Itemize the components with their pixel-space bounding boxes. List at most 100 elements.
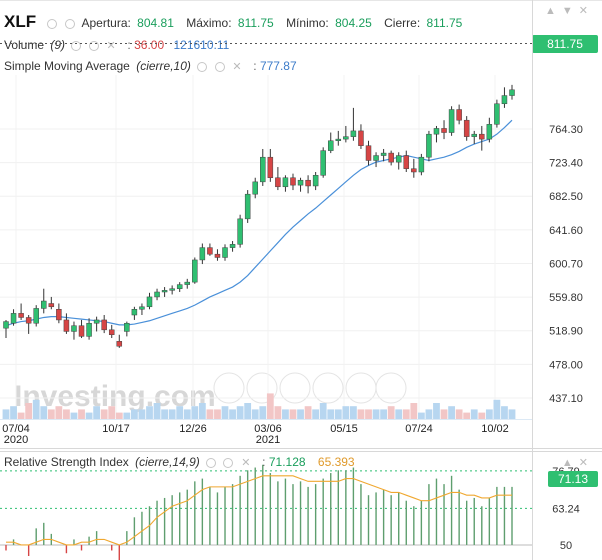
candle-body	[471, 133, 477, 137]
chevron-up-icon[interactable]: ▲	[561, 457, 579, 469]
time-tick-label: 07/24	[405, 423, 433, 435]
open-label: Apertura:	[81, 16, 131, 30]
volume-bar	[206, 409, 214, 419]
rsi-value-green: 71.128	[268, 455, 306, 469]
time-tick-label: 10/02	[481, 423, 509, 435]
volume-bar	[259, 406, 267, 419]
volume-bars	[0, 393, 532, 420]
time-tick-label: 03/06	[254, 423, 282, 435]
candle-body	[131, 309, 138, 316]
volume-bar	[2, 409, 10, 419]
volume-bar	[365, 409, 372, 419]
gear-icon[interactable]	[88, 40, 99, 51]
close-icon[interactable]: ✕	[578, 5, 594, 17]
volume-bar	[470, 409, 478, 419]
gear-icon[interactable]	[64, 18, 75, 29]
gear-icon[interactable]	[214, 61, 225, 72]
candle-body	[418, 156, 425, 173]
volume-bar	[93, 406, 101, 419]
time-tick-year: 2020	[4, 434, 28, 446]
volume-bar	[327, 409, 335, 419]
volume-bar	[478, 412, 486, 419]
close-label: Cierre:	[384, 16, 421, 30]
candle-body	[184, 281, 191, 285]
volume-bar	[123, 412, 131, 419]
candle-body	[509, 89, 515, 96]
volume-bar	[17, 412, 25, 419]
candle-body	[275, 177, 281, 188]
candle-body	[448, 109, 455, 133]
candle-body	[56, 309, 62, 321]
price-tick-label: 559.80	[549, 292, 583, 304]
candle-body	[154, 291, 160, 298]
volume-bar	[372, 409, 380, 419]
time-tick-label: 10/17	[102, 423, 130, 435]
volume-bar	[357, 409, 365, 419]
price-tick-label: 600.70	[549, 258, 583, 270]
scroll-left-icon[interactable]	[213, 372, 245, 404]
zoom-reset-icon[interactable]	[312, 372, 344, 404]
scroll-right-icon[interactable]	[345, 372, 377, 404]
volume-value-red: 36.00	[134, 38, 165, 52]
volume-bar	[153, 403, 161, 419]
candle-body	[501, 95, 508, 105]
candle-body	[335, 138, 342, 142]
close-icon[interactable]: ✕	[578, 457, 594, 469]
candle-body	[343, 136, 349, 140]
volume-bar	[266, 393, 274, 419]
candle-body	[18, 313, 24, 318]
eye-icon[interactable]	[47, 18, 58, 29]
eye-icon[interactable]	[71, 40, 82, 51]
candle-body	[222, 247, 228, 258]
gear-icon[interactable]	[223, 457, 234, 468]
volume-bar	[78, 409, 85, 419]
volume-bar	[485, 409, 493, 419]
eye-icon[interactable]	[206, 457, 217, 468]
chevron-down-icon[interactable]: ▼	[561, 5, 579, 17]
candle-body	[395, 155, 402, 163]
high-label: Máximo:	[186, 16, 232, 30]
zoom-out-icon[interactable]	[279, 372, 311, 404]
candle-body	[237, 218, 243, 245]
candle-body	[33, 308, 39, 324]
volume-bar	[380, 409, 388, 419]
sma-line	[5, 119, 513, 327]
close-icon[interactable]: ✕	[106, 39, 116, 52]
close-icon[interactable]: ✕	[232, 60, 242, 73]
volume-bar	[448, 406, 455, 419]
volume-bar	[100, 409, 108, 419]
volume-bar	[146, 406, 153, 419]
volume-bar	[350, 406, 357, 419]
volume-bar	[297, 409, 304, 419]
sma-legend: Simple Moving Average (cierre,10) ✕ : 77…	[4, 59, 297, 73]
scroll-end-icon[interactable]	[375, 372, 407, 404]
close-icon[interactable]: ✕	[241, 456, 251, 469]
volume-value-blue: 121610.11	[173, 38, 230, 52]
chevron-up-icon[interactable]: ▲	[545, 5, 562, 17]
volume-label: Volume	[4, 38, 45, 52]
volume-bar	[138, 409, 146, 419]
rsi-last-tag: 71.13	[548, 471, 598, 487]
volume-bar	[191, 406, 199, 419]
eye-icon[interactable]	[197, 61, 208, 72]
high-value: 811.75	[237, 16, 274, 30]
sma-param: (cierre,10)	[136, 59, 191, 73]
ticker-symbol: XLF	[4, 12, 37, 31]
candle-body	[244, 193, 251, 220]
volume-bar	[214, 409, 221, 419]
last-price-tag: 811.75	[532, 35, 598, 53]
volume-bar	[410, 403, 418, 419]
volume-bar	[334, 409, 342, 419]
candle-body	[260, 156, 266, 183]
candle-body	[169, 288, 175, 291]
price-tick-label: 478.00	[549, 359, 583, 371]
volume-bar	[463, 412, 471, 419]
volume-bar	[387, 406, 395, 419]
volume-bar	[289, 409, 297, 419]
candle-body	[146, 296, 153, 308]
ohlc-header: XLF Apertura: 804.81 Máximo: 811.75 Míni…	[4, 12, 471, 32]
candle-body	[373, 155, 379, 161]
volume-bar	[108, 406, 116, 419]
